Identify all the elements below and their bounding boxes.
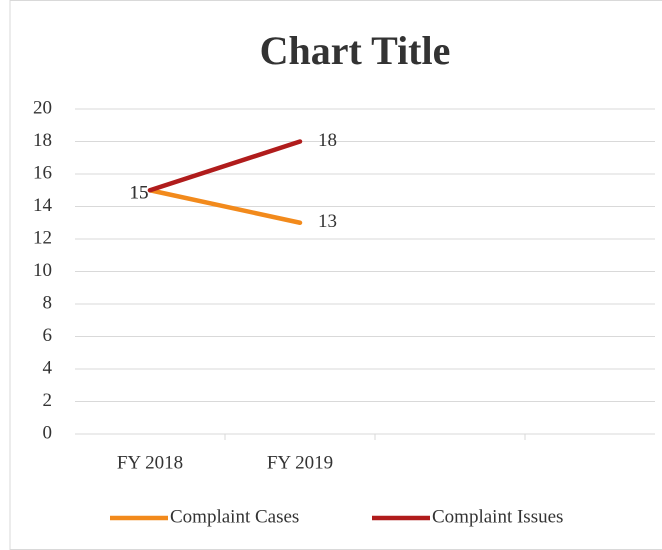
series-line: [147, 188, 303, 225]
x-tick-label: FY 2019: [267, 452, 333, 473]
y-tick-label: 8: [43, 292, 53, 313]
data-label: 18: [318, 130, 337, 151]
legend-label: Complaint Cases: [170, 506, 299, 527]
y-tick-label: 6: [43, 325, 53, 346]
chart-frame: [9, 0, 662, 550]
data-label: 15: [130, 183, 149, 204]
y-tick-label: 0: [43, 422, 53, 443]
y-tick-label: 16: [33, 162, 52, 183]
y-tick-label: 20: [33, 97, 52, 118]
y-tick-label: 2: [43, 390, 53, 411]
y-tick-label: 18: [33, 130, 52, 151]
legend-label: Complaint Issues: [432, 506, 563, 527]
y-tick-label: 4: [43, 357, 53, 378]
data-label: 13: [318, 211, 337, 232]
y-tick-label: 12: [33, 227, 52, 248]
chart-title: Chart Title: [260, 28, 451, 73]
y-tick-label: 10: [33, 260, 52, 281]
y-tick-label: 14: [33, 195, 53, 216]
data-label: 15: [130, 183, 149, 204]
x-tick-label: FY 2018: [117, 452, 183, 473]
series-line: [147, 139, 303, 193]
